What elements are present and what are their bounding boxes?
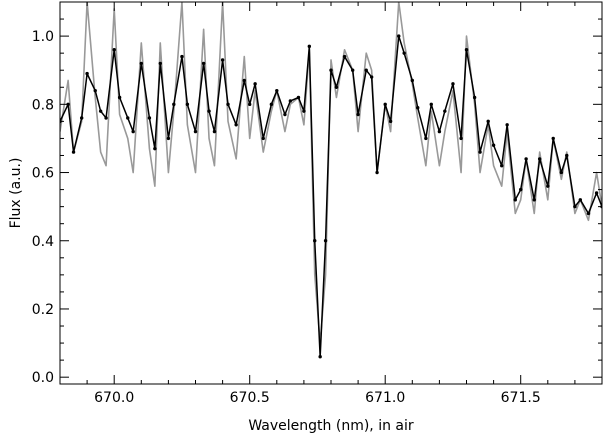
data-point: [158, 61, 162, 66]
data-point: [342, 54, 347, 59]
data-point: [559, 170, 564, 175]
data-point: [269, 102, 274, 107]
y-tick-label: 0.0: [32, 370, 54, 386]
x-tick-label: 670.0: [94, 390, 134, 406]
data-point: [565, 153, 569, 158]
data-point: [79, 116, 84, 120]
data-point: [207, 109, 211, 113]
data-point: [416, 106, 420, 110]
data-point: [513, 198, 517, 202]
data-point: [573, 204, 577, 209]
data-point: [505, 123, 509, 127]
data-point: [212, 129, 217, 134]
series-line-1: [60, 35, 602, 358]
x-axis-label: Wavelength (nm), in air: [248, 418, 414, 434]
y-tick-label: 1.0: [32, 29, 54, 45]
data-point: [261, 136, 265, 141]
data-point: [532, 198, 536, 202]
y-tick-label: 0.4: [32, 234, 54, 250]
data-point: [424, 136, 428, 141]
data-point: [180, 54, 184, 59]
axes-layer: 670.0 670.5 671.0 671.5 0.0 0.2 0.4 0.6 0.8 1.0: [32, 1, 603, 406]
data-point: [429, 102, 433, 107]
data-point: [283, 112, 287, 117]
data-point: [334, 85, 339, 89]
data-point: [98, 109, 103, 113]
data-point: [193, 129, 198, 134]
data-point: [375, 170, 379, 175]
data-point: [491, 143, 496, 147]
data-point: [459, 136, 463, 141]
data-point: [248, 102, 252, 107]
data-point: [586, 211, 591, 216]
data-point: [302, 109, 306, 113]
data-point: [519, 187, 523, 192]
data-point: [350, 68, 355, 72]
data-point: [126, 116, 130, 120]
data-point: [472, 95, 477, 100]
data-point: [500, 164, 504, 168]
y-tick-label: 0.8: [32, 97, 54, 113]
data-point: [112, 48, 116, 52]
data-point: [288, 99, 293, 103]
data-point: [313, 239, 317, 243]
data-point: [220, 58, 225, 62]
data-point: [578, 198, 583, 202]
data-point: [234, 123, 238, 127]
x-tick-label: 671.5: [501, 390, 541, 406]
data-point: [296, 95, 301, 100]
data-point: [226, 102, 230, 107]
data-point: [104, 116, 108, 120]
data-point: [172, 102, 176, 107]
data-point: [524, 157, 528, 161]
data-point: [329, 68, 333, 72]
data-point: [117, 95, 122, 100]
data-point: [253, 82, 257, 86]
data-point: [356, 112, 360, 117]
y-tick-label: 0.6: [32, 166, 54, 182]
data-point: [201, 61, 206, 66]
data-point: [388, 119, 393, 124]
data-point: [369, 75, 374, 79]
y-tick-label: 0.2: [32, 302, 54, 318]
data-point: [383, 102, 387, 107]
data-point: [397, 34, 401, 38]
data-point: [486, 119, 490, 124]
data-point: [551, 136, 555, 141]
data-point: [85, 71, 89, 76]
data-point: [139, 61, 143, 66]
data-point: [323, 239, 328, 243]
data-point: [275, 88, 279, 93]
data-point: [147, 116, 152, 120]
data-point: [402, 51, 406, 55]
data-point: [410, 78, 414, 83]
data-point: [364, 68, 368, 72]
x-tick-label: 671.0: [365, 390, 405, 406]
data-point: [131, 129, 135, 134]
data-point: [71, 150, 76, 154]
data-point: [166, 136, 171, 141]
data-point: [153, 146, 157, 151]
y-axis-label: Flux (a.u.): [8, 158, 24, 229]
data-point: [478, 150, 482, 154]
x-tick-label: 670.5: [230, 390, 270, 406]
data-point: [451, 82, 455, 86]
data-point: [185, 102, 190, 107]
data-point: [318, 355, 322, 359]
data-point: [93, 88, 97, 93]
series-layer: [60, 2, 602, 359]
data-point: [594, 191, 599, 195]
data-point: [307, 44, 312, 49]
data-point: [537, 157, 542, 161]
data-point: [464, 48, 469, 52]
data-point: [546, 184, 550, 188]
data-point: [443, 109, 447, 113]
data-point: [242, 78, 246, 83]
data-point: [437, 129, 442, 134]
